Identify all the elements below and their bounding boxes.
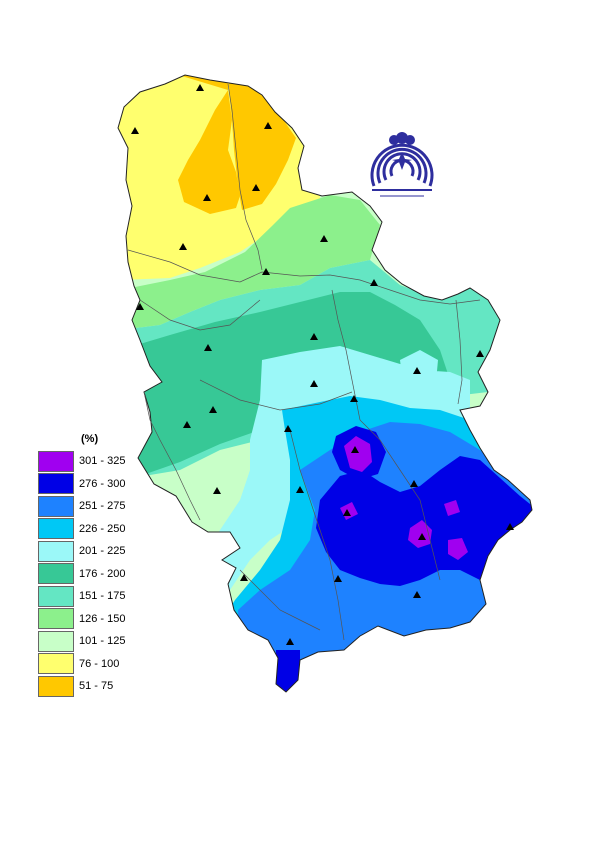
station-triangle-icon: [296, 486, 304, 493]
weather-stations: [131, 84, 514, 645]
legend-item: 76 - 100: [38, 653, 158, 676]
station-triangle-icon: [179, 243, 187, 250]
legend-item: 101 - 125: [38, 630, 158, 653]
station-triangle-icon: [286, 638, 294, 645]
station-triangle-icon: [413, 591, 421, 598]
station-triangle-icon: [196, 84, 204, 91]
station-triangle-icon: [204, 344, 212, 351]
legend-item: 251 - 275: [38, 495, 158, 518]
legend-item: 201 - 225: [38, 540, 158, 563]
station-triangle-icon: [203, 194, 211, 201]
legend-label: 126 - 150: [79, 612, 126, 625]
legend-item: 226 - 250: [38, 518, 158, 541]
station-triangle-icon: [209, 406, 217, 413]
station-triangle-icon: [240, 574, 248, 581]
country-boundary: [117, 74, 533, 693]
legend-items: 301 - 325 276 - 300 251 - 275 226 - 250 …: [38, 450, 158, 698]
station-triangle-icon: [183, 421, 191, 428]
legend-title: (%): [81, 433, 99, 445]
legend-swatch: [38, 608, 74, 630]
river-danube: [127, 249, 481, 305]
station-triangle-icon: [506, 523, 514, 530]
station-triangle-icon: [320, 235, 328, 242]
legend-item: 301 - 325: [38, 450, 158, 473]
station-triangle-icon: [334, 575, 342, 582]
legend-swatch: [38, 450, 74, 472]
station-triangle-icon: [264, 122, 272, 129]
station-triangle-icon: [262, 268, 270, 275]
river-great-morava: [331, 289, 361, 421]
legend-item: 276 - 300: [38, 473, 158, 496]
legend: (%) 301 - 325 276 - 300 251 - 275 226 - …: [38, 432, 158, 698]
station-triangle-icon: [351, 446, 359, 453]
rivers: [127, 83, 481, 641]
legend-label: 201 - 225: [79, 545, 126, 558]
legend-swatch: [38, 563, 74, 585]
station-triangle-icon: [310, 380, 318, 387]
legend-swatch: [38, 518, 74, 540]
legend-swatch: [38, 495, 74, 517]
legend-swatch: [38, 540, 74, 562]
station-triangle-icon: [410, 480, 418, 487]
legend-item: 126 - 150: [38, 608, 158, 631]
station-triangle-icon: [284, 425, 292, 432]
legend-label: 226 - 250: [79, 522, 126, 535]
river-south-morava: [359, 419, 441, 581]
zone-51-75-west: [162, 75, 240, 214]
legend-label: 76 - 100: [79, 657, 120, 670]
legend-item: 176 - 200: [38, 563, 158, 586]
river-tisa: [227, 83, 263, 271]
river-west-morava: [199, 379, 353, 411]
station-triangle-icon: [136, 303, 144, 310]
hydrometeorological-service-emblem: [370, 132, 434, 197]
legend-swatch: [38, 653, 74, 675]
legend-swatch: [38, 675, 74, 697]
river-ibar: [289, 429, 345, 641]
zone-301-325: [340, 436, 468, 560]
legend-label: 101 - 125: [79, 635, 126, 648]
legend-swatch: [38, 473, 74, 495]
legend-label: 151 - 175: [79, 590, 126, 603]
legend-item: 151 - 175: [38, 585, 158, 608]
legend-item: 51 - 75: [38, 675, 158, 698]
river-sava: [139, 299, 261, 331]
station-triangle-icon: [252, 184, 260, 191]
legend-label: 176 - 200: [79, 567, 126, 580]
station-triangle-icon: [213, 487, 221, 494]
station-triangle-icon: [310, 333, 318, 340]
station-triangle-icon: [413, 367, 421, 374]
station-triangle-icon: [418, 533, 426, 540]
river-ibar-lower: [239, 569, 321, 631]
legend-label: 276 - 300: [79, 477, 126, 490]
station-triangle-icon: [131, 127, 139, 134]
legend-label: 251 - 275: [79, 500, 126, 513]
zone-51-75-east: [228, 80, 296, 210]
station-triangle-icon: [370, 279, 378, 286]
legend-label: 51 - 75: [79, 680, 114, 693]
station-triangle-icon: [476, 350, 484, 357]
legend-label: 301 - 325: [79, 455, 126, 468]
river-drina: [143, 391, 201, 521]
legend-swatch: [38, 630, 74, 652]
river-timok: [455, 299, 463, 405]
station-triangle-icon: [350, 395, 358, 402]
zone-126-150: [120, 195, 380, 330]
station-triangle-icon: [343, 509, 351, 516]
legend-swatch: [38, 585, 74, 607]
